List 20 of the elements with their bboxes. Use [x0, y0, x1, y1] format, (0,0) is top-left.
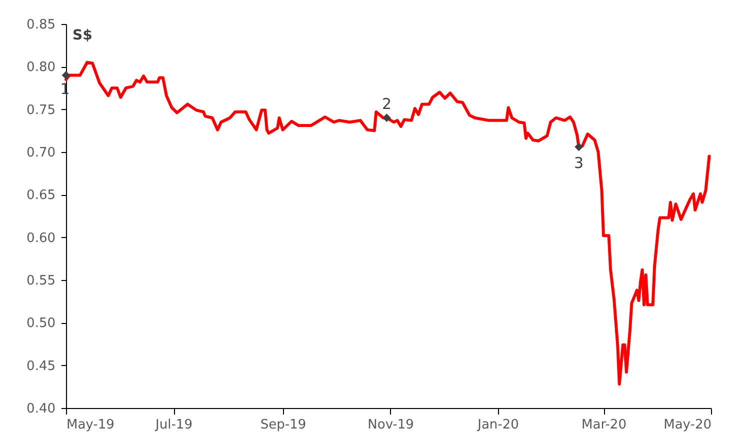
- y-tick-label: 0.60: [26, 230, 56, 246]
- y-tick-label: 0.80: [26, 60, 56, 76]
- x-tick-label: Sep-19: [260, 418, 306, 432]
- y-tick-label: 0.40: [26, 402, 56, 416]
- annotation: 3: [574, 154, 584, 172]
- x-tick-label: Jul-19: [154, 418, 192, 432]
- annotation: 2: [382, 94, 392, 113]
- y-tick-label: 0.70: [26, 146, 56, 160]
- x-tick-label: Jan-20: [476, 418, 519, 432]
- y-axis-title: S$: [72, 28, 92, 44]
- y-tick-label: 0.85: [26, 18, 56, 32]
- y-tick-label: 0.50: [26, 316, 56, 332]
- x-tick-label: Nov-19: [368, 418, 414, 432]
- x-tick-label: May-19: [66, 418, 114, 432]
- y-tick-label: 0.45: [26, 358, 56, 374]
- y-tick-label: 0.55: [26, 274, 56, 288]
- y-tick-label: 0.75: [26, 102, 56, 118]
- x-tick-label: Mar-20: [582, 418, 626, 432]
- x-tick-label: May-20: [664, 418, 712, 432]
- y-tick-label: 0.65: [26, 188, 56, 204]
